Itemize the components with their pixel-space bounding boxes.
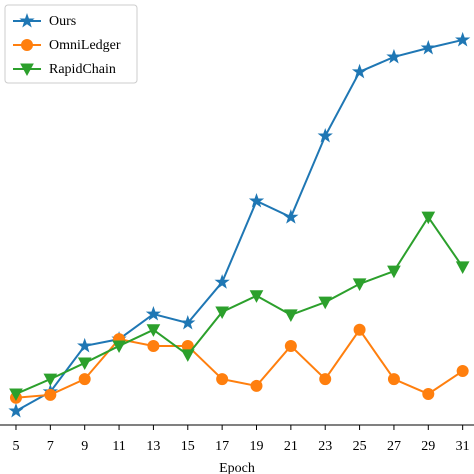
x-tick-label: 9 [81, 439, 88, 454]
x-tick-label: 27 [387, 439, 401, 454]
marker [214, 274, 230, 289]
marker [422, 387, 435, 400]
legend-box [4, 4, 138, 84]
marker [77, 337, 93, 353]
marker [250, 379, 263, 392]
marker [351, 63, 368, 79]
marker [283, 209, 299, 224]
marker [318, 296, 333, 310]
marker [180, 314, 196, 330]
marker [319, 373, 332, 386]
marker [112, 340, 126, 353]
marker [180, 349, 195, 362]
x-tick-label: 15 [181, 439, 195, 454]
marker [216, 373, 229, 386]
legend-label: OmniLedger [49, 38, 121, 53]
series-line [15, 328, 464, 399]
marker [77, 357, 92, 370]
legend: Ours OmniLedger RapidChain [4, 4, 138, 84]
x-tick-label: 29 [421, 439, 435, 454]
marker [249, 290, 264, 303]
marker [387, 373, 400, 386]
marker [9, 388, 23, 402]
marker [386, 48, 402, 64]
marker [284, 309, 298, 322]
x-tick-label: 31 [456, 439, 470, 454]
legend-marker [19, 12, 35, 28]
marker [147, 339, 160, 352]
marker [215, 306, 229, 319]
x-tick-label: 13 [146, 439, 160, 454]
marker [420, 39, 436, 55]
marker [352, 278, 367, 291]
marker [317, 127, 333, 143]
marker [145, 306, 162, 321]
marker [44, 388, 57, 401]
series-line [15, 215, 464, 395]
marker [284, 339, 297, 352]
legend-label: Ours [49, 14, 76, 29]
x-tick-label: 7 [47, 439, 54, 454]
marker [456, 365, 469, 378]
x-tick-label: 11 [112, 439, 125, 454]
marker [43, 373, 58, 387]
legend-marker [20, 63, 34, 77]
marker [353, 323, 366, 336]
legend-marker [21, 39, 33, 51]
x-axis-label: Epoch [219, 461, 255, 474]
x-tick-label: 17 [215, 439, 229, 454]
marker [455, 261, 470, 274]
marker [8, 402, 24, 418]
x-tick-label: 21 [284, 439, 298, 454]
marker [455, 31, 471, 47]
x-tick-label: 5 [12, 439, 19, 454]
marker [387, 265, 401, 279]
x-tick-label: 25 [353, 439, 367, 454]
marker [248, 192, 265, 208]
marker [421, 211, 436, 225]
marker [78, 373, 91, 386]
legend-label: RapidChain [49, 62, 116, 77]
x-tick-label: 19 [249, 439, 263, 454]
marker [146, 324, 161, 337]
x-tick-label: 23 [318, 439, 332, 454]
